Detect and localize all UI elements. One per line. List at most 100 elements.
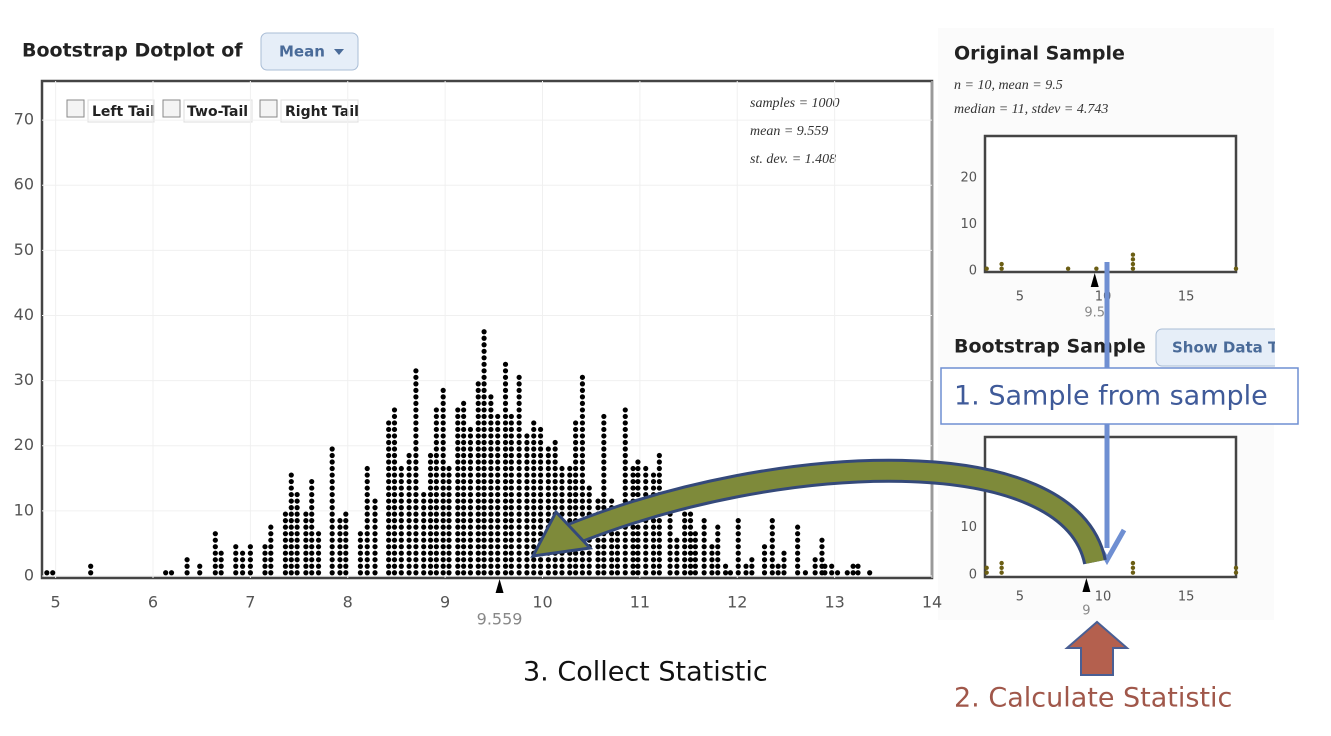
dot: [386, 472, 392, 478]
dot: [391, 524, 398, 530]
dot: [372, 537, 378, 543]
y-tick-label: 20: [14, 435, 34, 454]
dot: [467, 524, 474, 530]
dot: [413, 400, 419, 407]
dot: [769, 570, 775, 576]
dot-column: [692, 531, 698, 576]
dot: [795, 537, 801, 543]
dot: [552, 570, 558, 576]
dot: [446, 465, 452, 472]
dot: [440, 446, 446, 452]
dot: [262, 544, 268, 550]
option-label[interactable]: Two-Tail: [187, 104, 248, 120]
dot: [601, 472, 607, 478]
dot-column: [769, 518, 775, 576]
dot-column: [50, 570, 56, 576]
dot: [579, 505, 586, 511]
dot: [475, 459, 481, 465]
dot: [524, 563, 530, 569]
dot: [440, 498, 446, 504]
dot: [329, 544, 335, 550]
button-label[interactable]: Show Data T: [1172, 339, 1279, 357]
dot: [601, 570, 607, 576]
dot: [508, 505, 514, 511]
dot: [303, 550, 309, 556]
dot: [247, 550, 253, 556]
checkbox[interactable]: [162, 99, 181, 118]
checkbox[interactable]: [66, 99, 85, 118]
dot: [795, 570, 801, 576]
dot: [579, 426, 586, 433]
dropdown-label[interactable]: Mean: [279, 43, 325, 61]
checkbox[interactable]: [259, 99, 278, 118]
dot: [440, 433, 446, 439]
dot: [656, 465, 662, 472]
dot: [508, 544, 514, 550]
dot: [650, 531, 657, 537]
dot: [635, 459, 641, 465]
dot: [262, 550, 268, 556]
dot: [337, 563, 343, 569]
dot: [495, 505, 501, 511]
statistic-dropdown[interactable]: [260, 32, 359, 71]
dot: [406, 524, 412, 530]
dot: [421, 570, 427, 576]
dot: [567, 511, 573, 517]
dot-column: [795, 524, 801, 576]
dot: [481, 335, 487, 341]
dot: [524, 557, 530, 563]
dot: [413, 439, 419, 446]
dot: [502, 374, 509, 380]
dot: [386, 498, 392, 504]
dot: [488, 557, 494, 563]
dot: [601, 433, 607, 439]
dot: [413, 472, 419, 478]
dot: [508, 524, 514, 530]
option-label[interactable]: Left Tail: [92, 104, 155, 120]
dot-column: [262, 544, 268, 576]
dot: [552, 563, 558, 569]
dot: [516, 478, 522, 485]
dot: [446, 511, 452, 517]
annotation: 2. Calculate Statistic: [954, 683, 1232, 714]
dot: [502, 407, 509, 413]
dot: [413, 498, 419, 504]
dot: [495, 433, 501, 439]
dot: [595, 563, 601, 569]
dot: [545, 491, 551, 498]
dot: [475, 472, 481, 478]
dot: [446, 550, 452, 556]
dot: [357, 537, 364, 543]
dot: [386, 505, 392, 511]
dot: [701, 570, 707, 576]
dot: [573, 452, 579, 459]
dot: [461, 524, 467, 530]
dot: [391, 478, 398, 485]
dot: [294, 570, 300, 576]
dot: [309, 563, 315, 569]
dot: [421, 550, 427, 556]
dot: [586, 550, 592, 556]
dot: [595, 544, 601, 550]
dot: [364, 550, 370, 556]
dot: [508, 446, 514, 452]
dot: [609, 498, 615, 504]
dropdown-caret[interactable]: [334, 49, 344, 55]
option-label[interactable]: Right Tail: [285, 104, 359, 120]
dot: [406, 544, 412, 550]
dot: [467, 465, 474, 472]
dot: [440, 491, 446, 498]
dot: [343, 524, 349, 530]
dot: [440, 472, 446, 478]
dot: [495, 570, 501, 576]
dot: [573, 420, 579, 426]
x-tick-label: 10: [1095, 590, 1112, 605]
dot: [433, 420, 439, 426]
dot: [455, 563, 461, 569]
dot: [433, 498, 439, 504]
dot: [495, 413, 501, 420]
dot: [537, 459, 544, 465]
dot: [502, 524, 509, 530]
dot-column: [467, 426, 474, 576]
original-title: Original Sample: [954, 43, 1125, 65]
